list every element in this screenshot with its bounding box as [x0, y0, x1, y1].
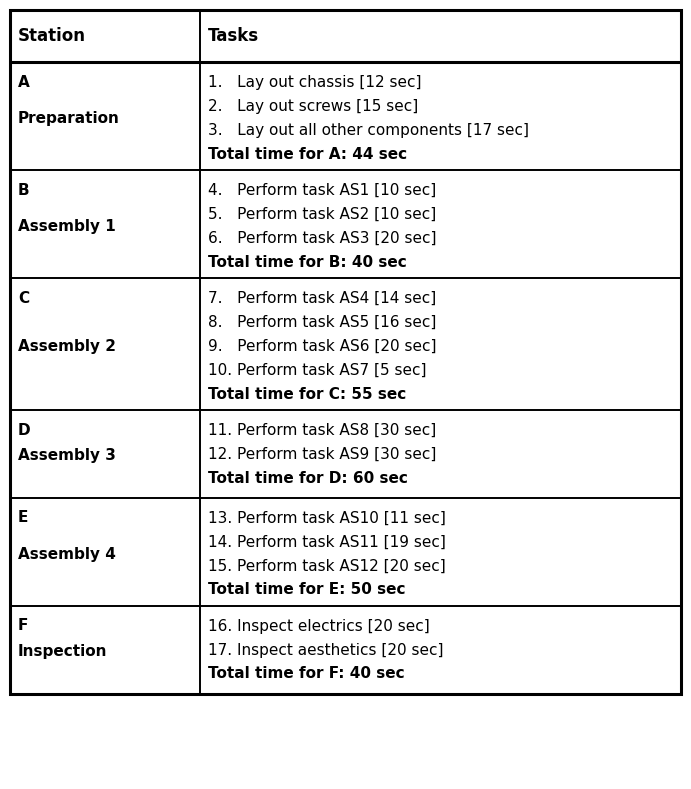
Text: 13. Perform task AS10 [11 sec]: 13. Perform task AS10 [11 sec] — [208, 510, 446, 525]
Bar — [10, 10, 681, 694]
Text: 16. Inspect electrics [20 sec]: 16. Inspect electrics [20 sec] — [208, 619, 430, 634]
Text: Total time for B: 40 sec: Total time for B: 40 sec — [208, 255, 406, 270]
Text: 7.   Perform task AS4 [14 sec]: 7. Perform task AS4 [14 sec] — [208, 290, 436, 305]
Text: Total time for E: 50 sec: Total time for E: 50 sec — [208, 582, 406, 597]
Text: Assembly 1: Assembly 1 — [18, 219, 116, 234]
Text: D: D — [18, 422, 30, 437]
Text: 17. Inspect aesthetics [20 sec]: 17. Inspect aesthetics [20 sec] — [208, 642, 444, 657]
Text: Inspection: Inspection — [18, 645, 108, 660]
Text: Station: Station — [18, 27, 86, 45]
Text: Total time for F: 40 sec: Total time for F: 40 sec — [208, 667, 404, 682]
Text: 14. Perform task AS11 [19 sec]: 14. Perform task AS11 [19 sec] — [208, 534, 446, 549]
Text: A: A — [18, 74, 30, 89]
Text: E: E — [18, 510, 28, 525]
Text: 15. Perform task AS12 [20 sec]: 15. Perform task AS12 [20 sec] — [208, 559, 446, 574]
Text: 5.   Perform task AS2 [10 sec]: 5. Perform task AS2 [10 sec] — [208, 207, 436, 222]
Text: Total time for C: 55 sec: Total time for C: 55 sec — [208, 387, 406, 402]
Text: B: B — [18, 182, 30, 197]
Text: Total time for A: 44 sec: Total time for A: 44 sec — [208, 147, 407, 162]
Text: 10. Perform task AS7 [5 sec]: 10. Perform task AS7 [5 sec] — [208, 362, 426, 377]
Text: 6.   Perform task AS3 [20 sec]: 6. Perform task AS3 [20 sec] — [208, 230, 437, 245]
Text: Assembly 4: Assembly 4 — [18, 547, 116, 562]
Text: 4.   Perform task AS1 [10 sec]: 4. Perform task AS1 [10 sec] — [208, 182, 436, 197]
Text: 12. Perform task AS9 [30 sec]: 12. Perform task AS9 [30 sec] — [208, 447, 436, 462]
Text: 2.   Lay out screws [15 sec]: 2. Lay out screws [15 sec] — [208, 99, 418, 114]
Text: Total time for D: 60 sec: Total time for D: 60 sec — [208, 470, 408, 485]
Text: 8.   Perform task AS5 [16 sec]: 8. Perform task AS5 [16 sec] — [208, 315, 436, 330]
Text: Assembly 2: Assembly 2 — [18, 339, 116, 354]
Text: C: C — [18, 290, 29, 305]
Text: Tasks: Tasks — [208, 27, 259, 45]
Text: 11. Perform task AS8 [30 sec]: 11. Perform task AS8 [30 sec] — [208, 422, 436, 437]
Text: Assembly 3: Assembly 3 — [18, 448, 116, 463]
Text: Preparation: Preparation — [18, 110, 120, 125]
Text: F: F — [18, 619, 28, 634]
Text: 9.   Perform task AS6 [20 sec]: 9. Perform task AS6 [20 sec] — [208, 338, 437, 353]
Text: 1.   Lay out chassis [12 sec]: 1. Lay out chassis [12 sec] — [208, 74, 422, 89]
Text: 3.   Lay out all other components [17 sec]: 3. Lay out all other components [17 sec] — [208, 122, 529, 137]
